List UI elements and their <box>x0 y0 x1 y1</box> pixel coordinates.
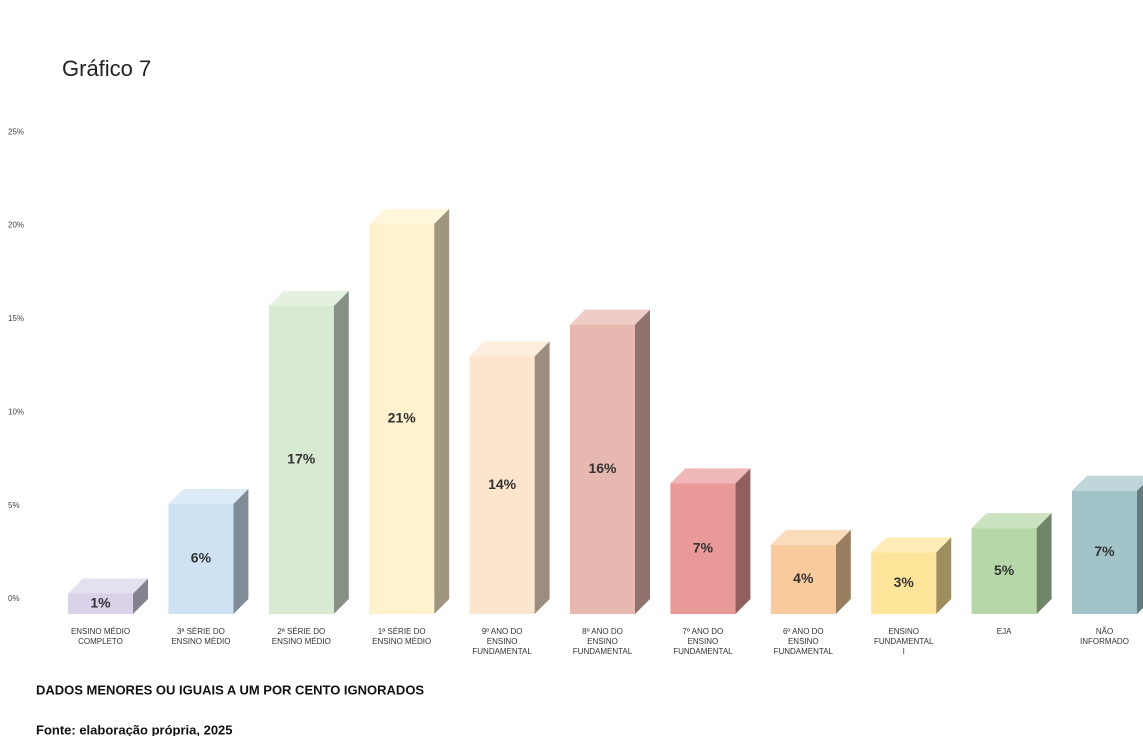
bar <box>469 356 535 614</box>
bar-side <box>534 341 550 614</box>
x-tick-label: NÃO INFORMADO <box>1080 627 1129 646</box>
bar-side <box>1036 513 1052 614</box>
bar-top <box>670 468 751 484</box>
bar <box>68 593 133 614</box>
x-tick-label: 9º ANO DO ENSINO FUNDAMENTAL <box>472 627 532 656</box>
value-label: 7% <box>1094 543 1115 559</box>
bar <box>670 483 736 614</box>
y-tick-label: 0% <box>8 594 20 603</box>
bar-top <box>369 208 450 224</box>
bar <box>168 503 234 614</box>
bar-top <box>168 488 249 504</box>
bar-top <box>570 309 650 325</box>
bar <box>268 305 334 614</box>
bar-top <box>268 290 349 306</box>
x-tick-label: ENSINO MÉDIO COMPLETO <box>71 627 130 646</box>
y-tick-label: 25% <box>8 127 24 136</box>
value-label: 6% <box>191 550 212 566</box>
x-tick-label: 6º ANO DO ENSINO FUNDAMENTAL <box>774 627 834 656</box>
value-label: 5% <box>994 562 1015 578</box>
x-tick-label: 8º ANO DO ENSINO FUNDAMENTAL <box>573 627 633 656</box>
bar-side <box>735 468 751 614</box>
x-tick-label: 7º ANO DO ENSINO FUNDAMENTAL <box>673 627 733 656</box>
value-label: 16% <box>588 460 617 476</box>
source: Fonte: elaboração própria, 2025 <box>36 722 233 736</box>
bar-top <box>871 537 952 553</box>
bar-top <box>1072 475 1143 491</box>
x-tick-label: 2ª SÉRIE DO ENSINO MÉDIO <box>272 627 331 646</box>
x-tick-label: 3ª SÉRIE DO ENSINO MÉDIO <box>171 627 230 646</box>
bar-top <box>68 578 148 594</box>
bar <box>971 528 1037 614</box>
value-label: 17% <box>287 451 316 467</box>
bar-side <box>635 309 650 614</box>
bar-side <box>333 290 349 614</box>
value-label: 14% <box>488 476 517 492</box>
y-tick-label: 20% <box>8 221 24 230</box>
note: DADOS MENORES OU IGUAIS A UM POR CENTO I… <box>36 682 424 697</box>
bar-side <box>434 208 450 614</box>
y-tick-label: 10% <box>8 407 24 416</box>
x-tick-label: EJA <box>997 627 1012 636</box>
bar-side <box>936 537 952 614</box>
value-label: 4% <box>793 570 814 586</box>
y-tick-label: 15% <box>8 314 24 323</box>
chart-title: Gráfico 7 <box>62 56 151 81</box>
value-label: 7% <box>693 539 714 555</box>
bar-side <box>835 529 851 614</box>
value-label: 21% <box>388 410 417 426</box>
x-tick-label: ENSINO FUNDAMENTAL I <box>874 627 934 656</box>
x-tick-label: 1ª SÉRIE DO ENSINO MÉDIO <box>372 627 431 646</box>
bar <box>570 324 635 614</box>
bar <box>871 552 937 614</box>
bar <box>1072 490 1137 614</box>
value-label: 3% <box>894 574 915 590</box>
bar-top <box>770 529 851 545</box>
bar <box>369 223 435 614</box>
bar-side <box>1137 484 1143 614</box>
bar-side <box>133 578 148 614</box>
bar-top <box>469 341 550 357</box>
bar-top <box>971 513 1052 529</box>
value-label: 1% <box>90 594 111 610</box>
y-tick-label: 5% <box>8 501 20 510</box>
bar-side <box>233 488 249 614</box>
bar <box>770 544 836 614</box>
